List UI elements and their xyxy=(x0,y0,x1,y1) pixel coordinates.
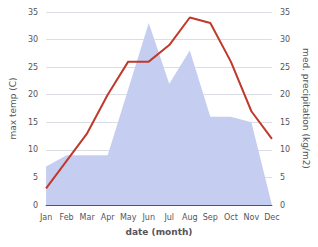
svg-text:Jun: Jun xyxy=(141,213,155,222)
svg-text:Aug: Aug xyxy=(182,213,198,222)
svg-text:10: 10 xyxy=(280,145,290,154)
svg-text:20: 20 xyxy=(280,90,290,99)
svg-text:30: 30 xyxy=(280,35,290,44)
svg-text:15: 15 xyxy=(28,118,38,127)
svg-text:Feb: Feb xyxy=(60,213,74,222)
svg-text:Jul: Jul xyxy=(163,213,174,222)
svg-text:Nov: Nov xyxy=(244,213,260,222)
svg-text:15: 15 xyxy=(280,118,290,127)
svg-text:Oct: Oct xyxy=(224,213,238,222)
svg-text:date (month): date (month) xyxy=(126,227,193,237)
svg-text:5: 5 xyxy=(280,173,285,182)
svg-text:0: 0 xyxy=(280,201,285,210)
svg-text:25: 25 xyxy=(28,63,38,72)
svg-text:May: May xyxy=(120,213,137,222)
svg-text:Dec: Dec xyxy=(264,213,279,222)
svg-text:5: 5 xyxy=(33,173,38,182)
svg-text:med. precipitation (kg/m2): med. precipitation (kg/m2) xyxy=(301,48,311,169)
svg-text:10: 10 xyxy=(28,145,38,154)
svg-text:Sep: Sep xyxy=(203,213,218,222)
svg-text:Apr: Apr xyxy=(101,213,116,222)
svg-text:Mar: Mar xyxy=(80,213,96,222)
svg-text:Jan: Jan xyxy=(39,213,52,222)
svg-text:35: 35 xyxy=(280,8,290,17)
svg-text:0: 0 xyxy=(33,201,38,210)
svg-text:max temp (C): max temp (C) xyxy=(8,77,18,139)
svg-text:30: 30 xyxy=(28,35,38,44)
svg-text:25: 25 xyxy=(280,63,290,72)
svg-text:20: 20 xyxy=(28,90,38,99)
svg-text:35: 35 xyxy=(28,8,38,17)
